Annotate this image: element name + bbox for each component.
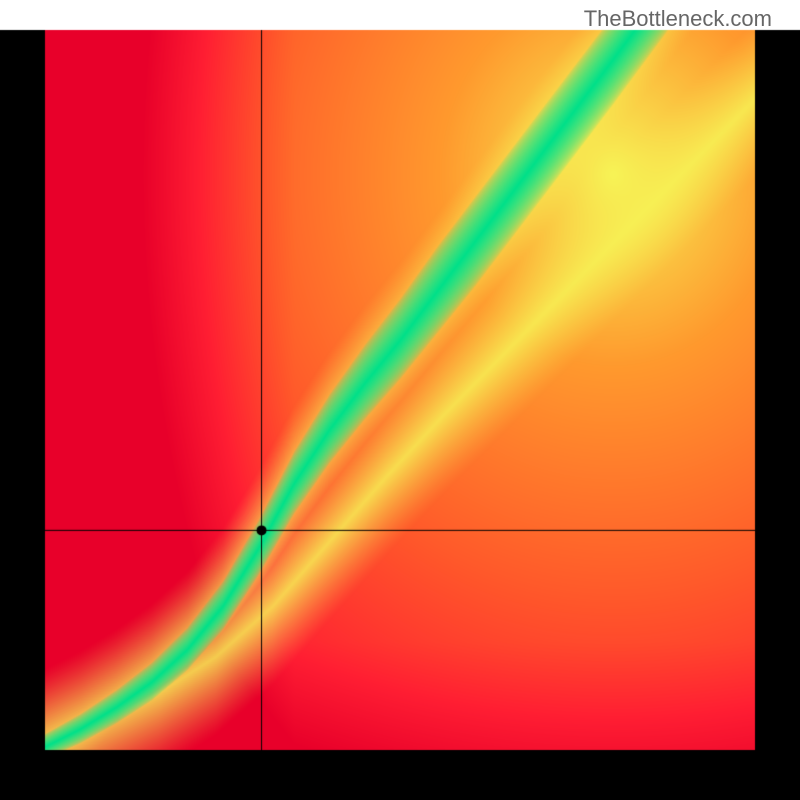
- heatmap-canvas: [0, 0, 800, 800]
- watermark-text: TheBottleneck.com: [584, 6, 772, 32]
- chart-container: TheBottleneck.com: [0, 0, 800, 800]
